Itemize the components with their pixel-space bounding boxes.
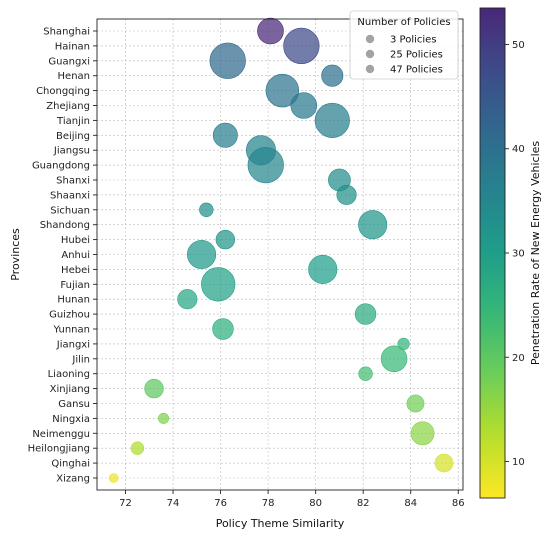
bubble-heilongjiang	[130, 441, 145, 455]
bubble-beijing	[212, 122, 238, 148]
tick-layer: 72 74 76 78 80 82 84 86 Shanghai Hainan Guangxi Hen…	[28, 27, 465, 510]
y-tick-label: Xinjiang	[50, 384, 90, 395]
legend-entry-label: 25 Policies	[390, 50, 443, 61]
y-tick-label: Guangxi	[48, 56, 90, 67]
y-tick-label: Henan	[58, 71, 90, 82]
legend-entry-label: 3 Policies	[390, 35, 437, 46]
y-tick-label: Jiangxi	[56, 339, 90, 350]
colorbar-tick-label: 50	[512, 40, 525, 51]
bubble-neimenggu	[410, 421, 435, 446]
y-tick-label: Ningxia	[52, 414, 90, 425]
x-tick-label: 74	[167, 498, 180, 509]
x-tick-label: 80	[309, 498, 322, 509]
legend-marker	[365, 49, 375, 59]
y-tick-label: Guangdong	[32, 161, 90, 172]
legend-box	[349, 10, 459, 80]
y-tick-label: Beijing	[56, 131, 90, 142]
bubble-hainan	[283, 27, 320, 65]
bubble-tianjin	[314, 102, 350, 138]
legend-marker	[365, 34, 375, 44]
bubble-xizang	[108, 473, 119, 483]
y-tick-label: Jilin	[71, 354, 90, 365]
y-tick-label: Shaanxi	[50, 190, 90, 201]
y-tick-label: Hebei	[61, 265, 90, 276]
bubble-chongqing	[265, 73, 300, 108]
bubble-qinghai	[434, 453, 454, 473]
bubble-hunan	[177, 289, 198, 310]
x-axis-label: Policy Theme Similarity	[216, 517, 345, 530]
bubble-ningxia	[158, 412, 170, 424]
x-tick-label: 86	[452, 498, 465, 509]
bubble-anhui	[187, 239, 217, 270]
y-tick-label: Hainan	[55, 41, 90, 52]
bubble-sichuan	[199, 202, 214, 217]
y-axis-label: Provinces	[9, 228, 22, 281]
colorbar-label: Penetration Rate of New Energy Vehicles	[529, 141, 542, 366]
x-tick-label: 82	[357, 498, 370, 509]
y-tick-label: Yunnan	[53, 325, 90, 336]
colorbar-ticks: 10 20 30 40 50	[505, 40, 525, 468]
legend-entries: 3 Policies 25 Policies 47 Policies	[365, 34, 443, 76]
bubble-liaoning	[358, 366, 373, 381]
y-tick-label: Anhui	[61, 250, 90, 261]
y-tick-label: Shandong	[40, 220, 90, 231]
legend-title: Number of Policies	[357, 17, 450, 28]
y-tick-label: Tianjin	[56, 116, 90, 127]
bubble-hebei	[308, 254, 338, 284]
colorbar-tick-label: 30	[512, 249, 525, 260]
colorbar-tick-label: 20	[512, 353, 525, 364]
bubble-layer	[108, 17, 454, 483]
size-legend: Number of Policies 3 Policies 25 Policies…	[349, 10, 459, 80]
y-tick-label: Hunan	[57, 295, 90, 306]
y-tick-label: Chongqing	[36, 86, 90, 97]
y-tick-label: Shanxi	[56, 176, 90, 187]
y-tick-label: Hubei	[61, 235, 90, 246]
bubble-guangxi	[209, 42, 246, 79]
y-tick-label: Jiangsu	[53, 146, 90, 157]
colorbar-gradient	[479, 7, 506, 499]
bubble-jilin	[380, 345, 408, 373]
y-tick-label: Liaoning	[48, 369, 90, 380]
y-tick-label: Heilongjiang	[28, 444, 90, 455]
x-tick-label: 78	[262, 498, 275, 509]
bubble-gansu	[406, 394, 425, 413]
legend-marker	[365, 64, 375, 74]
y-tick-label: Zhejiang	[46, 101, 90, 112]
x-tick-label: 84	[404, 498, 417, 509]
y-tick-label: Guizhou	[49, 310, 90, 321]
x-tick-label: 76	[214, 498, 227, 509]
bubble-guangdong	[247, 146, 284, 184]
legend-entry-label: 47 Policies	[390, 65, 443, 76]
bubble-xinjiang	[144, 378, 164, 399]
y-tick-label: Fujian	[60, 280, 90, 291]
y-tick-label: Gansu	[58, 399, 90, 410]
bubble-shandong	[358, 210, 388, 240]
bubble-guizhou	[354, 303, 377, 325]
bubble-shaanxi	[336, 184, 357, 205]
bubble-zhejiang	[290, 92, 318, 119]
colorbar-tick-label: 10	[512, 457, 525, 468]
y-tick-label: Qinghai	[51, 459, 90, 470]
y-tick-label: Xizang	[56, 474, 90, 485]
colorbar: 10 20 30 40 50 Penetration Rate of New Energ…	[479, 7, 542, 499]
y-tick-label: Sichuan	[50, 205, 90, 216]
bubble-hubei	[215, 229, 236, 250]
bubble-henan	[321, 64, 344, 87]
bubble-yunnan	[212, 318, 234, 340]
bubble-fujian	[201, 267, 236, 302]
y-tick-label: Shanghai	[43, 27, 90, 38]
y-tick-label: Neimenggu	[32, 429, 90, 440]
colorbar-tick-label: 40	[512, 144, 525, 155]
bubble-shanghai	[257, 17, 284, 45]
x-tick-label: 72	[119, 498, 132, 509]
